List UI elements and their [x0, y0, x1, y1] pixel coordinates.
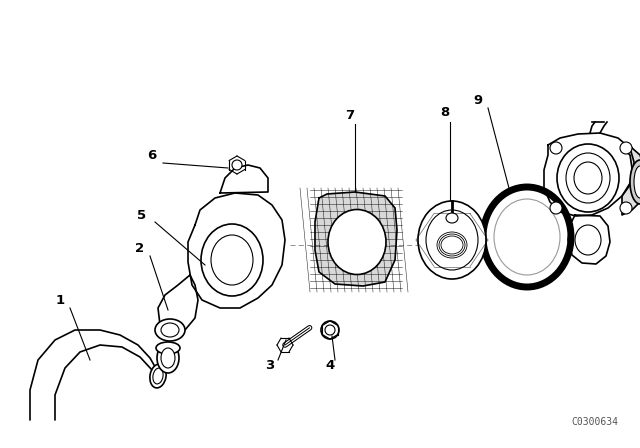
- Ellipse shape: [446, 213, 458, 223]
- Ellipse shape: [161, 323, 179, 337]
- Ellipse shape: [566, 153, 610, 203]
- Circle shape: [620, 142, 632, 154]
- Circle shape: [232, 160, 242, 170]
- Text: 5: 5: [138, 208, 147, 221]
- Ellipse shape: [211, 235, 253, 285]
- Circle shape: [550, 202, 562, 214]
- Text: C0300634: C0300634: [572, 417, 618, 427]
- Ellipse shape: [157, 343, 179, 373]
- Ellipse shape: [153, 368, 163, 384]
- Text: 1: 1: [56, 293, 65, 306]
- Circle shape: [620, 202, 632, 214]
- Polygon shape: [544, 133, 634, 216]
- Polygon shape: [158, 275, 198, 332]
- Polygon shape: [568, 215, 610, 264]
- Ellipse shape: [201, 224, 263, 296]
- Text: 3: 3: [266, 358, 275, 371]
- Text: 8: 8: [440, 105, 450, 119]
- Ellipse shape: [494, 199, 560, 275]
- Polygon shape: [315, 192, 397, 286]
- Ellipse shape: [634, 166, 640, 198]
- Ellipse shape: [426, 210, 478, 270]
- Ellipse shape: [557, 144, 619, 212]
- Ellipse shape: [161, 348, 175, 368]
- Ellipse shape: [321, 321, 339, 339]
- Ellipse shape: [155, 319, 185, 341]
- Ellipse shape: [483, 187, 571, 287]
- Ellipse shape: [418, 201, 486, 279]
- Polygon shape: [188, 193, 285, 308]
- Ellipse shape: [156, 342, 180, 354]
- Ellipse shape: [575, 225, 601, 255]
- Text: 4: 4: [325, 358, 335, 371]
- Circle shape: [550, 142, 562, 154]
- Ellipse shape: [328, 210, 386, 275]
- Ellipse shape: [150, 364, 166, 388]
- Polygon shape: [220, 165, 268, 193]
- Text: 2: 2: [136, 241, 145, 254]
- Text: 7: 7: [346, 108, 355, 121]
- Ellipse shape: [630, 160, 640, 204]
- Text: 6: 6: [147, 148, 157, 161]
- Polygon shape: [30, 330, 158, 420]
- Text: 9: 9: [474, 94, 483, 107]
- Polygon shape: [622, 148, 640, 215]
- Ellipse shape: [574, 162, 602, 194]
- Ellipse shape: [325, 325, 335, 335]
